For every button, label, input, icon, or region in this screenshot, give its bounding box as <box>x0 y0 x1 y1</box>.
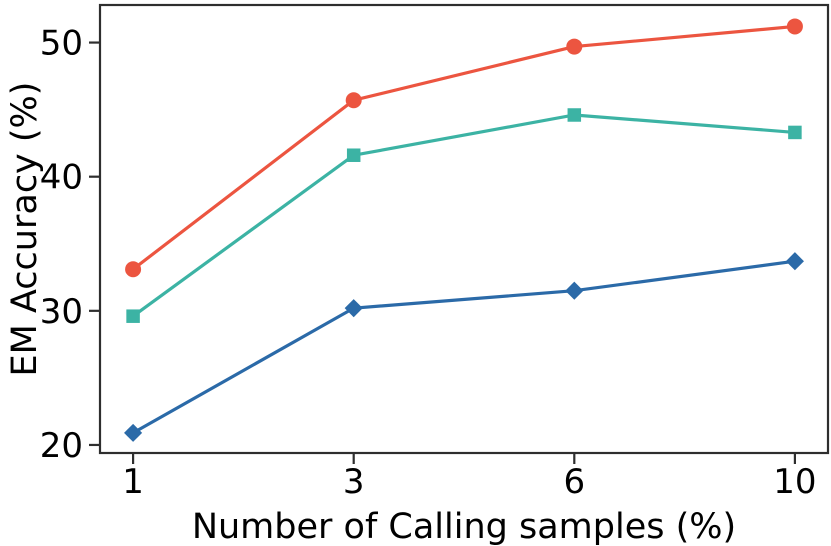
data-point-diamond <box>565 281 584 300</box>
series-line <box>132 24 796 271</box>
data-point-circle <box>566 38 583 55</box>
data-point-square <box>126 309 140 323</box>
blue-diamond-series <box>124 252 804 442</box>
data-point-circle <box>786 18 803 35</box>
y-tick-label: 40 <box>40 158 83 198</box>
x-tick-label: 3 <box>343 462 365 502</box>
y-tick-label: 50 <box>40 24 83 64</box>
data-point-circle <box>125 261 142 278</box>
data-point-square <box>567 108 582 122</box>
data-point-square <box>788 125 802 140</box>
data-point-diamond <box>785 252 804 271</box>
x-tick-label: 1 <box>122 462 144 502</box>
teal-square-series <box>126 108 802 323</box>
data-point-circle <box>345 92 362 109</box>
series-line <box>132 113 796 318</box>
series-line <box>132 259 796 435</box>
data-point-diamond <box>344 299 363 318</box>
y-tick-label: 30 <box>40 292 83 332</box>
y-axis-label: EM Accuracy (%) <box>5 82 45 377</box>
plot-border <box>98 3 830 455</box>
x-tick-label: 10 <box>773 462 816 502</box>
data-point-diamond <box>124 423 143 442</box>
data-point-square <box>346 148 361 162</box>
x-axis-label: Number of Calling samples (%) <box>192 507 736 546</box>
red-circle-series <box>125 18 803 278</box>
y-tick-label: 20 <box>40 426 83 466</box>
x-tick-label: 6 <box>563 462 585 502</box>
